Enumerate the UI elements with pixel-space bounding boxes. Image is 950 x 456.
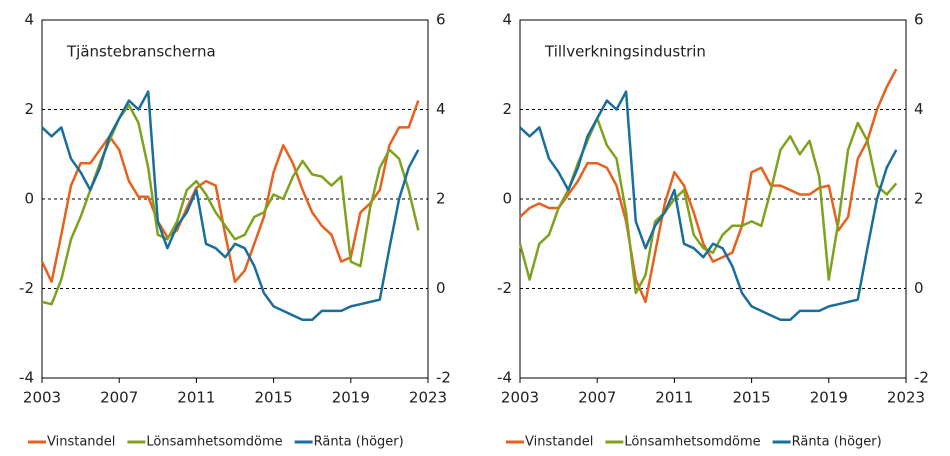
y2-tick-label: 2 <box>436 190 446 208</box>
x-tick-label: 2015 <box>733 389 771 407</box>
x-tick-label: 2023 <box>409 389 447 407</box>
y2-tick-label: 2 <box>914 190 924 208</box>
plot-frame <box>41 19 429 379</box>
data-line <box>41 103 420 306</box>
y2-tick-label: 4 <box>436 100 446 118</box>
y-tick-label: 4 <box>502 11 512 29</box>
x-tick-label: 2007 <box>100 389 138 407</box>
x-tick-label: 2015 <box>255 389 293 407</box>
x-tick-label: 2011 <box>177 389 215 407</box>
y2-tick-label: 6 <box>914 11 924 29</box>
y2-tick-label: -2 <box>914 369 929 387</box>
legend-label: Ränta (höger) <box>314 435 404 450</box>
panel-title: Tillverkningsindustrin <box>544 43 706 61</box>
y-tick-label: -4 <box>497 369 512 387</box>
legend-label: Ränta (höger) <box>792 435 882 450</box>
y-tick-label: 4 <box>24 11 34 29</box>
x-tick-label: 2019 <box>810 389 848 407</box>
y-tick-label: -2 <box>19 279 34 297</box>
legend-label: Vinstandel <box>47 435 115 450</box>
y-tick-label: 2 <box>502 100 512 118</box>
data-line <box>519 68 898 304</box>
y2-tick-label: 0 <box>914 279 924 297</box>
y-tick-label: 0 <box>502 190 512 208</box>
data-line <box>519 90 898 322</box>
x-tick-label: 2023 <box>887 389 925 407</box>
panel-title: Tjänstebranscherna <box>66 43 216 61</box>
y2-tick-label: -2 <box>436 369 451 387</box>
y2-tick-label: 4 <box>914 100 924 118</box>
y-tick-label: 0 <box>24 190 34 208</box>
legend-label: Lönsamhetsomdöme <box>624 435 760 450</box>
plot-frame <box>519 19 907 379</box>
y2-tick-label: 6 <box>436 11 446 29</box>
data-line <box>518 117 898 295</box>
data-line <box>41 90 420 322</box>
y-tick-label: 2 <box>24 100 34 118</box>
y-tick-label: -2 <box>497 279 512 297</box>
x-tick-label: 2003 <box>501 389 539 407</box>
y2-tick-label: 0 <box>436 279 446 297</box>
x-tick-label: 2007 <box>578 389 616 407</box>
x-tick-label: 2003 <box>23 389 61 407</box>
legend-label: Lönsamhetsomdöme <box>146 435 282 450</box>
y-tick-label: -4 <box>19 369 34 387</box>
legend-label: Vinstandel <box>525 435 593 450</box>
x-tick-label: 2011 <box>655 389 693 407</box>
data-line <box>40 100 420 284</box>
x-tick-label: 2019 <box>332 389 370 407</box>
